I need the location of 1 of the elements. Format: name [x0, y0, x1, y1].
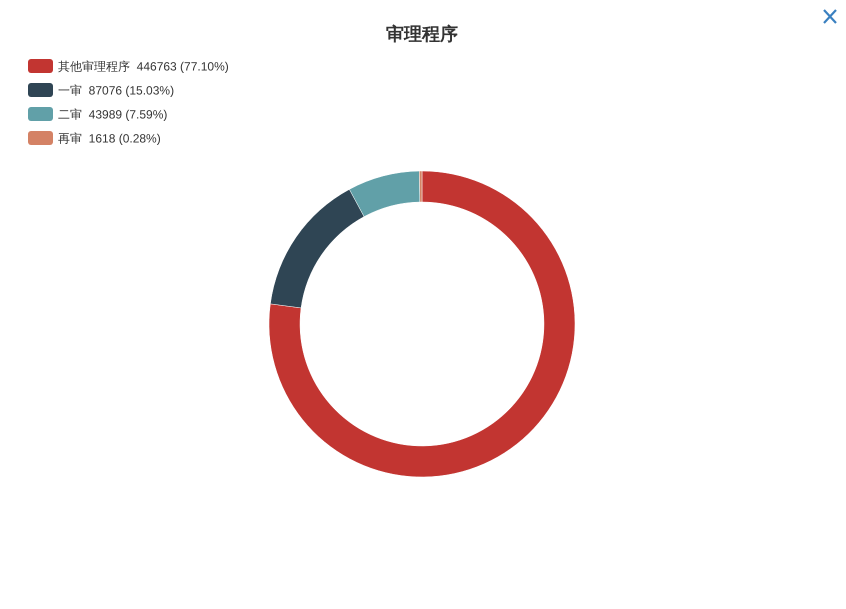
title: 审理程序: [386, 24, 458, 44]
